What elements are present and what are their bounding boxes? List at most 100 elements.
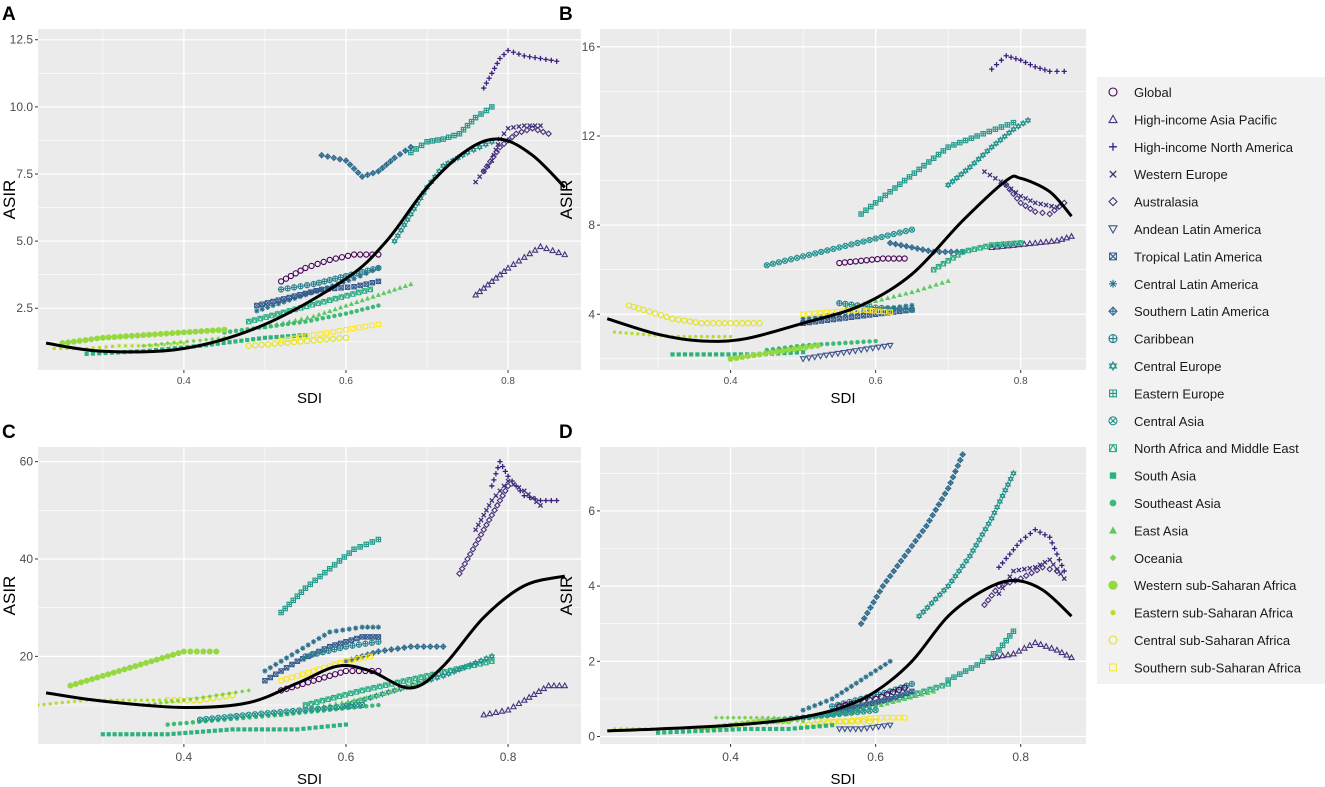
panel-c: 0.4 0.6 0.8 20 40 60 SDI ASIR C — [0, 422, 581, 787]
data-point — [1010, 628, 1017, 634]
data-point — [971, 245, 978, 252]
data-point — [184, 720, 189, 726]
data-point — [375, 264, 382, 272]
data-point — [310, 332, 317, 338]
data-point — [668, 730, 673, 735]
data-point — [284, 339, 291, 346]
data-point — [489, 104, 495, 110]
data-point — [381, 647, 389, 654]
data-point — [528, 124, 536, 132]
series-caribbean — [302, 638, 382, 660]
data-point — [257, 315, 264, 322]
data-point — [919, 527, 927, 535]
data-point — [962, 668, 969, 674]
data-point — [545, 681, 553, 689]
data-point — [365, 685, 371, 692]
data-point — [359, 624, 365, 630]
data-point — [233, 690, 238, 695]
data-point — [359, 268, 366, 276]
data-point — [169, 342, 173, 346]
data-point — [133, 698, 137, 702]
data-point — [806, 311, 812, 317]
data-point — [302, 292, 309, 298]
data-point — [67, 682, 74, 689]
data-point — [901, 255, 908, 262]
data-point — [329, 335, 337, 343]
data-point — [887, 188, 893, 195]
data-point — [897, 181, 903, 188]
data-point — [1003, 637, 1009, 644]
data-point — [904, 547, 912, 555]
data-point — [812, 703, 818, 709]
data-point — [481, 512, 487, 518]
data-point — [369, 693, 375, 699]
data-point — [510, 49, 517, 55]
data-point — [869, 724, 877, 732]
data-point — [123, 344, 128, 348]
data-point — [382, 681, 389, 688]
data-point — [121, 666, 128, 673]
data-point — [940, 260, 947, 267]
data-point — [536, 242, 545, 250]
data-point — [84, 351, 89, 356]
legend-label: Australasia — [1134, 195, 1199, 210]
data-point — [909, 688, 915, 695]
data-point — [262, 335, 268, 340]
series-oceania — [713, 715, 806, 724]
data-point — [534, 126, 542, 134]
data-point — [1058, 571, 1064, 577]
data-point — [456, 570, 463, 577]
data-point — [924, 603, 931, 612]
data-point — [343, 302, 349, 308]
data-point — [842, 242, 849, 250]
data-point — [310, 337, 317, 344]
data-point — [872, 714, 879, 721]
trend-line — [606, 174, 1073, 343]
data-point — [354, 299, 360, 305]
data-point — [730, 727, 735, 732]
data-point — [830, 316, 837, 323]
data-point — [955, 567, 963, 575]
legend-label: Central sub-Saharan Africa — [1134, 633, 1291, 648]
data-point — [233, 328, 239, 334]
data-point — [314, 317, 320, 322]
central-europe-legend-key — [1108, 360, 1118, 372]
data-point — [100, 732, 105, 737]
data-point — [957, 671, 963, 677]
data-point — [278, 658, 284, 664]
data-point — [1027, 205, 1034, 213]
data-point — [203, 696, 210, 703]
data-point — [496, 143, 504, 151]
data-point — [337, 304, 344, 310]
data-point — [727, 320, 734, 327]
data-point — [377, 683, 383, 690]
data-point — [303, 282, 311, 289]
central-sub-saharan-africa-legend-key — [1108, 635, 1118, 645]
data-point — [175, 698, 181, 704]
data-point — [497, 55, 503, 62]
data-point — [364, 171, 371, 179]
data-point — [327, 296, 333, 303]
data-point — [713, 715, 719, 720]
data-point — [985, 654, 991, 661]
data-point — [669, 315, 676, 322]
data-point — [1010, 469, 1017, 478]
data-point — [486, 158, 494, 166]
series-north-africa-and-middle-east — [245, 286, 374, 325]
data-point — [490, 153, 497, 161]
data-point — [170, 651, 177, 658]
data-point — [787, 256, 795, 263]
data-point — [142, 732, 147, 737]
data-point — [367, 286, 374, 293]
data-point — [200, 648, 207, 655]
data-point — [99, 672, 106, 679]
data-point — [1026, 239, 1034, 247]
data-point — [931, 688, 937, 694]
central-latin-america-legend-key — [1109, 279, 1117, 288]
series-south-asia — [100, 722, 349, 737]
data-point — [391, 154, 398, 162]
data-point — [456, 130, 463, 137]
data-point — [830, 711, 837, 718]
data-point — [158, 700, 163, 706]
